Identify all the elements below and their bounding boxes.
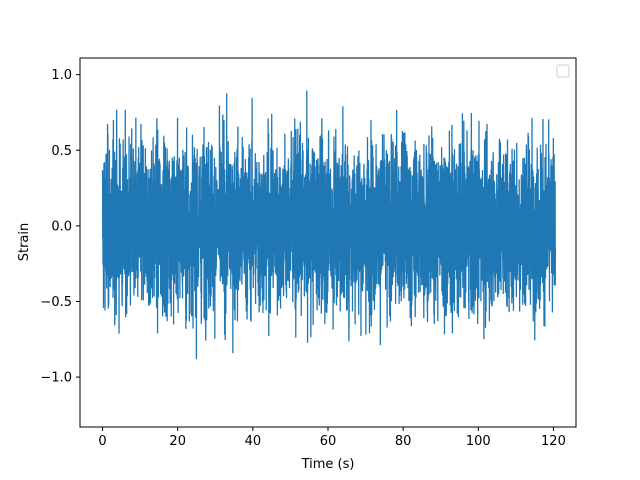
y-tick-label: −1.0 bbox=[40, 371, 72, 386]
x-tick-label: 0 bbox=[98, 434, 106, 449]
y-tick-label: 1.0 bbox=[51, 68, 72, 83]
x-tick-label: 120 bbox=[541, 434, 566, 449]
y-axis-label: Strain bbox=[17, 223, 32, 262]
y-tick-label: −0.5 bbox=[40, 295, 72, 310]
x-tick-label: 60 bbox=[320, 434, 337, 449]
x-axis-ticks: 0 20 40 60 80 100 120 bbox=[98, 427, 566, 449]
y-tick-label: 0.0 bbox=[51, 219, 72, 234]
y-axis-ticks: −1.0 −0.5 0.0 0.5 1.0 bbox=[40, 68, 80, 386]
y-tick-label: 0.5 bbox=[51, 144, 72, 159]
empty-legend-box bbox=[556, 64, 570, 78]
x-tick-label: 20 bbox=[169, 434, 186, 449]
x-tick-label: 40 bbox=[245, 434, 262, 449]
x-axis-label: Time (s) bbox=[301, 457, 355, 472]
strain-series-line bbox=[101, 90, 556, 360]
series-layer bbox=[101, 90, 556, 360]
x-tick-label: 80 bbox=[395, 434, 412, 449]
x-tick-label: 100 bbox=[466, 434, 491, 449]
